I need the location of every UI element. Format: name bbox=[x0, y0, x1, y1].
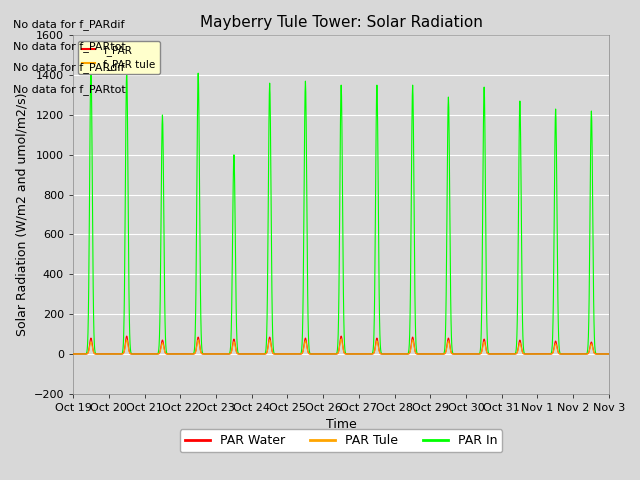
Text: No data for f_PARdif: No data for f_PARdif bbox=[13, 19, 124, 30]
Text: No data for f_PARdif: No data for f_PARdif bbox=[13, 62, 124, 73]
Text: No data for f_PARtot: No data for f_PARtot bbox=[13, 84, 125, 95]
Text: No data for f_PARtot: No data for f_PARtot bbox=[13, 41, 125, 52]
X-axis label: Time: Time bbox=[326, 419, 356, 432]
Legend: PAR Water, PAR Tule, PAR In: PAR Water, PAR Tule, PAR In bbox=[180, 429, 502, 452]
Title: Mayberry Tule Tower: Solar Radiation: Mayberry Tule Tower: Solar Radiation bbox=[200, 15, 483, 30]
Y-axis label: Solar Radiation (W/m2 and umol/m2/s): Solar Radiation (W/m2 and umol/m2/s) bbox=[15, 93, 28, 336]
